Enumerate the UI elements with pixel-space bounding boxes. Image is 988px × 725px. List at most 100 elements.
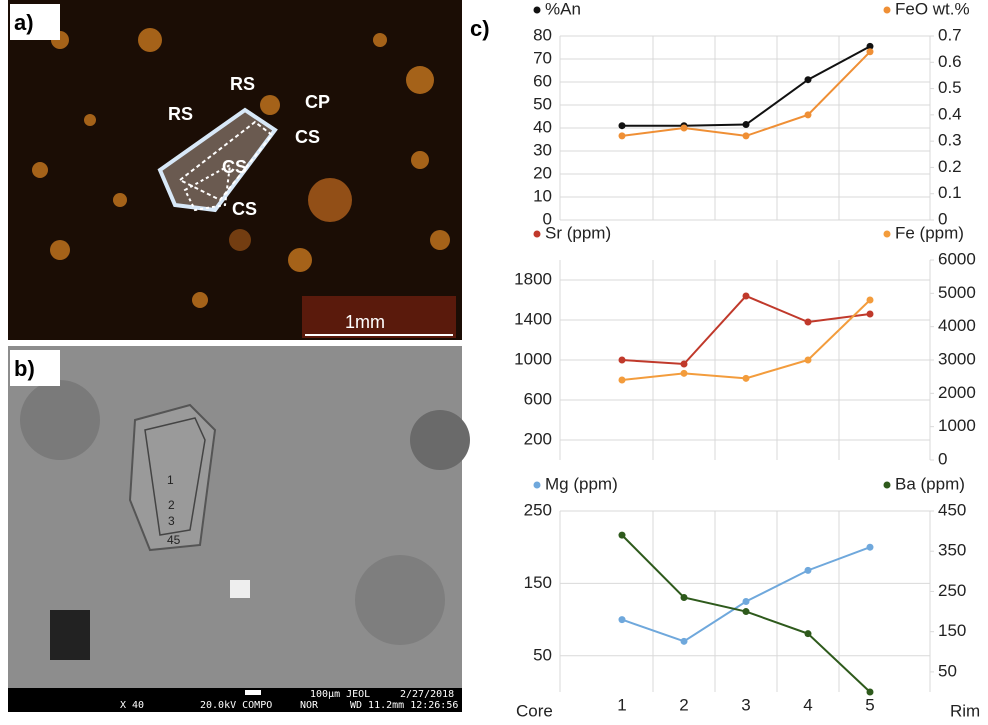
y2-tick-label: 0: [938, 209, 947, 228]
point: [618, 356, 626, 364]
point-label: 2: [168, 498, 175, 512]
y-tick-label: 1000: [514, 349, 552, 368]
legend-swatch: [883, 230, 891, 238]
legend-label: %An: [545, 0, 581, 18]
y2-tick-label: 0.4: [938, 104, 962, 123]
point: [742, 292, 750, 300]
point: [742, 121, 750, 129]
point-label: 1: [167, 473, 174, 487]
y-tick-label: 40: [533, 117, 552, 136]
panel-label: c): [470, 16, 490, 41]
legend-label: Ba (ppm): [895, 474, 965, 493]
point: [680, 124, 688, 132]
point: [742, 132, 750, 140]
point-label: 45: [167, 533, 181, 547]
point: [804, 76, 812, 84]
y-tick-label: 250: [524, 500, 552, 519]
legend-label: Mg (ppm): [545, 474, 618, 493]
series-line: [622, 45, 871, 127]
point-label: 3: [168, 514, 175, 528]
annotation: RS: [168, 104, 193, 124]
y-tick-label: 1800: [514, 269, 552, 288]
legend-label: Fe (ppm): [895, 223, 964, 242]
y2-tick-label: 0.5: [938, 78, 962, 97]
legend-swatch: [883, 481, 891, 489]
footer-text: 2/27/2018: [400, 689, 454, 700]
footer-text: 100µm JEOL: [310, 689, 370, 700]
y2-tick-label: 6000: [938, 249, 976, 268]
footer-text: X 40: [120, 700, 144, 711]
y2-tick-label: 50: [938, 661, 957, 680]
y2-tick-label: 1000: [938, 416, 976, 435]
y2-tick-label: 150: [938, 621, 966, 640]
y2-tick-label: 5000: [938, 283, 976, 302]
y-tick-label: 80: [533, 25, 552, 44]
annotation: RS: [230, 74, 255, 94]
y2-tick-label: 2000: [938, 383, 976, 402]
point: [618, 132, 626, 140]
point: [680, 637, 688, 645]
x-tick-label: 3: [741, 695, 750, 714]
y-tick-label: 60: [533, 71, 552, 90]
point: [618, 376, 626, 384]
scale-label: 1mm: [345, 312, 385, 332]
x-tick-label: 2: [679, 695, 688, 714]
panel-label: a): [14, 10, 34, 35]
point: [866, 543, 874, 551]
point: [680, 369, 688, 377]
annotation: CS: [295, 127, 320, 147]
y-tick-label: 1400: [514, 309, 552, 328]
y-tick-label: 70: [533, 48, 552, 67]
sem-footer: [8, 688, 462, 712]
point: [742, 374, 750, 382]
y-tick-label: 150: [524, 573, 552, 592]
grains: [32, 28, 450, 308]
annotation: CS: [222, 157, 247, 177]
legend-swatch: [883, 6, 891, 14]
point: [866, 42, 874, 50]
y-tick-label: 600: [524, 389, 552, 408]
x-start-label: Core: [516, 701, 553, 720]
y2-tick-label: 250: [938, 581, 966, 600]
scale-bar: [302, 296, 456, 338]
legend-swatch: [533, 6, 541, 14]
footer-text: WD 11.2mm 12:26:56: [350, 700, 458, 711]
point: [804, 356, 812, 364]
footer-text: NOR: [300, 700, 319, 711]
x-tick-label: 1: [617, 695, 626, 714]
y2-tick-label: 350: [938, 541, 966, 560]
point: [680, 360, 688, 368]
legend-swatch: [533, 230, 541, 238]
point: [804, 318, 812, 326]
point: [866, 688, 874, 696]
point: [866, 310, 874, 318]
y-tick-label: 50: [533, 645, 552, 664]
point: [804, 111, 812, 119]
y-tick-label: 200: [524, 429, 552, 448]
y-tick-label: 30: [533, 140, 552, 159]
legend-swatch: [533, 481, 541, 489]
point: [866, 48, 874, 56]
point: [866, 296, 874, 304]
y-tick-label: 10: [533, 186, 552, 205]
point: [618, 122, 626, 130]
y-tick-label: 20: [533, 163, 552, 182]
y2-tick-label: 0.1: [938, 183, 962, 202]
point: [804, 566, 812, 574]
point: [618, 616, 626, 624]
series-line: [621, 299, 871, 381]
annotation: CP: [305, 92, 330, 112]
y2-tick-label: 450: [938, 500, 966, 519]
point: [742, 598, 750, 605]
point: [680, 593, 688, 601]
panel-label: b): [14, 356, 35, 381]
x-tick-label: 5: [865, 695, 874, 714]
footer-text: 20.0kV COMPO: [200, 700, 272, 711]
annotation: CS: [232, 199, 257, 219]
point: [742, 608, 750, 616]
y2-tick-label: 4000: [938, 316, 976, 335]
y2-tick-label: 3000: [938, 349, 976, 368]
y2-tick-label: 0.3: [938, 131, 962, 150]
y2-tick-label: 0.6: [938, 52, 962, 71]
point: [804, 630, 812, 638]
